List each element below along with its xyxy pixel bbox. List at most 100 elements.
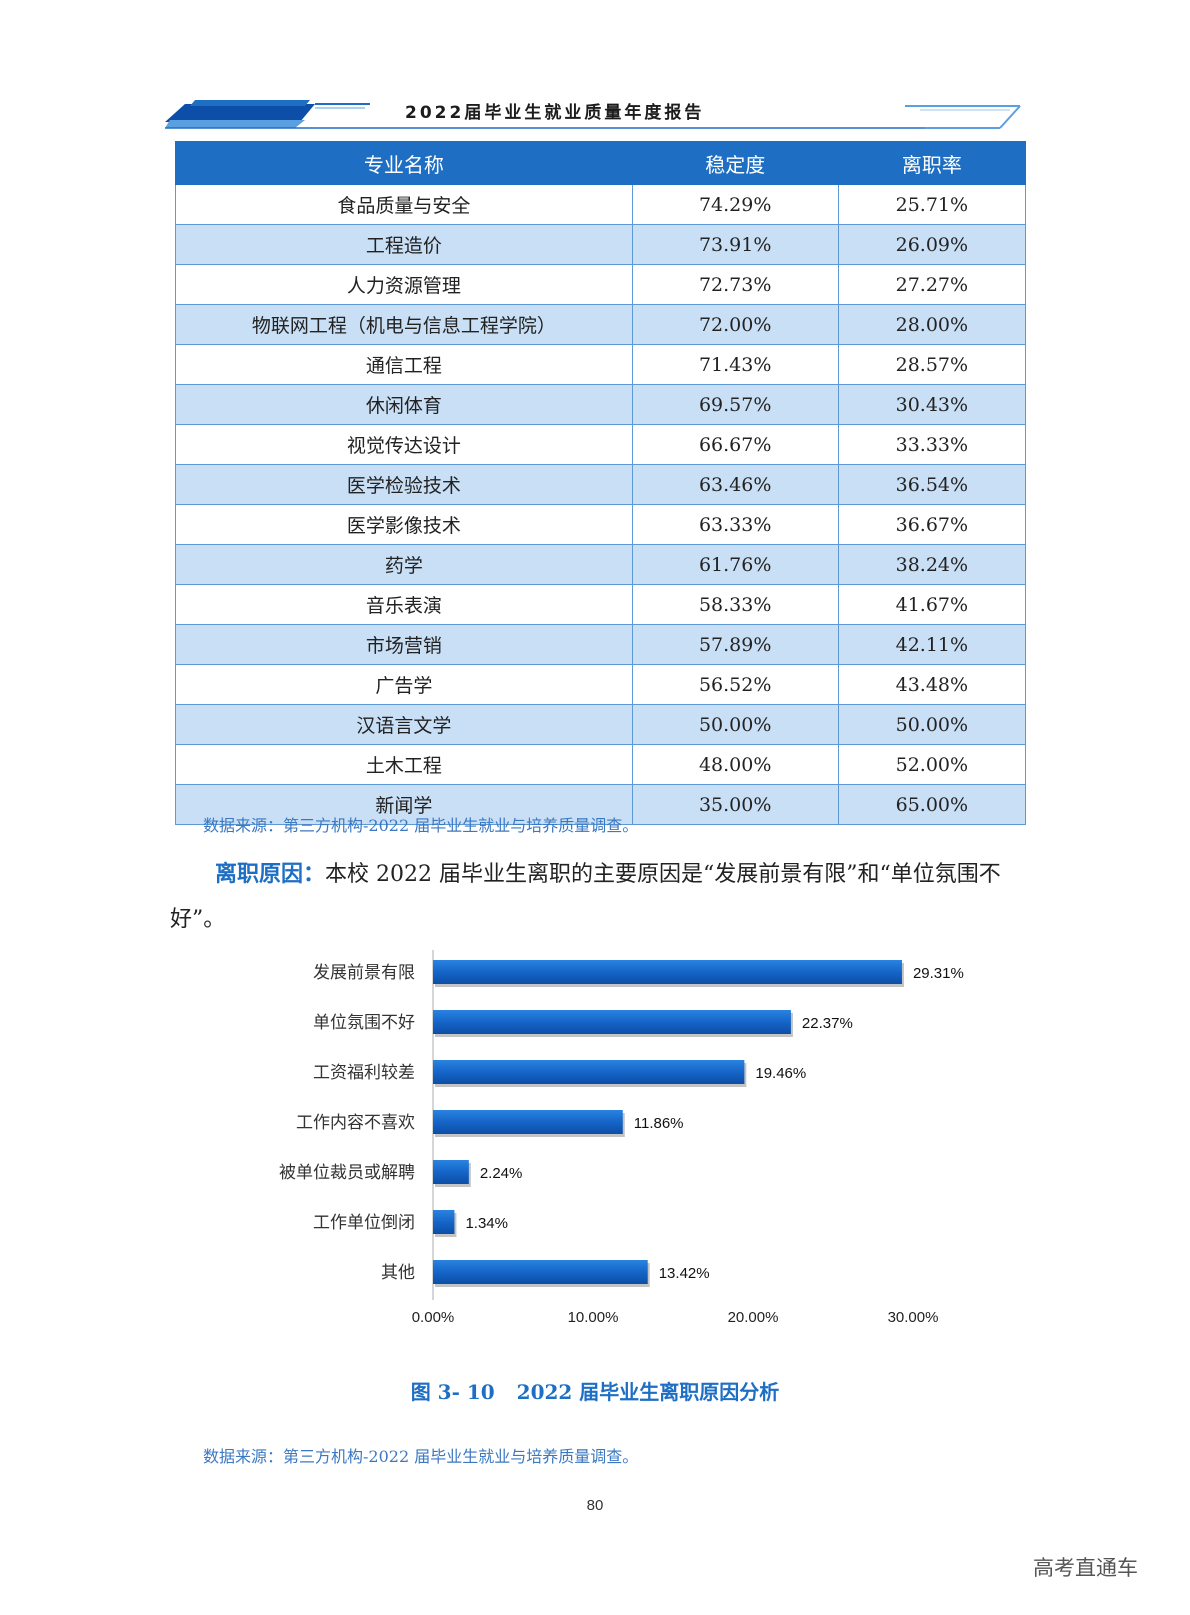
cell-major: 土木工程 <box>175 744 633 785</box>
major-stability-table: 专业名称 稳定度 离职率 食品质量与安全 74.29% 25.71% 工程造价 73.9… <box>175 141 1027 825</box>
table-row: 食品质量与安全 74.29% 25.71% <box>175 184 1027 225</box>
cell-turnover: 41.67% <box>837 584 1027 625</box>
header-title: 2022届毕业生就业质量年度报告 <box>405 103 705 123</box>
table-row: 工程造价 73.91% 26.09% <box>175 224 1027 265</box>
cell-stability: 73.91% <box>631 224 839 265</box>
cell-stability: 63.33% <box>631 504 839 545</box>
x-tick-label: 20.00% <box>728 1309 779 1326</box>
cell-stability: 69.57% <box>631 384 839 425</box>
data-label: 1.34% <box>465 1215 508 1232</box>
cell-major: 人力资源管理 <box>175 264 633 305</box>
cell-major: 医学影像技术 <box>175 504 633 545</box>
cell-major: 食品质量与安全 <box>175 184 633 225</box>
cell-major: 工程造价 <box>175 224 633 265</box>
table-row: 汉语言文学 50.00% 50.00% <box>175 704 1027 745</box>
table-body: 食品质量与安全 74.29% 25.71% 工程造价 73.91% 26.09% 人力资源管… <box>175 184 1027 825</box>
cell-stability: 56.52% <box>631 664 839 705</box>
cell-stability: 72.00% <box>631 304 839 345</box>
cell-major: 药学 <box>175 544 633 585</box>
cell-turnover: 43.48% <box>837 664 1027 705</box>
cell-major: 音乐表演 <box>175 584 633 625</box>
cell-turnover: 38.24% <box>837 544 1027 585</box>
column-header-turnover: 离职率 <box>837 141 1027 185</box>
cell-stability: 63.46% <box>631 464 839 505</box>
bar <box>433 1060 745 1084</box>
cell-turnover: 26.09% <box>837 224 1027 265</box>
table-row: 土木工程 48.00% 52.00% <box>175 744 1027 785</box>
cell-turnover: 36.67% <box>837 504 1027 545</box>
column-header-major: 专业名称 <box>175 141 633 185</box>
bar <box>433 1010 791 1034</box>
table-row: 物联网工程（机电与信息工程学院） 72.00% 28.00% <box>175 304 1027 345</box>
page-number: 80 <box>586 1497 604 1514</box>
body-paragraph: 离职原因：本校 2022 届毕业生离职的主要原因是“发展前景有限”和“单位氛围不… <box>170 852 1030 942</box>
x-tick-label: 30.00% <box>888 1309 939 1326</box>
bar <box>433 1110 623 1134</box>
cell-stability: 35.00% <box>631 784 839 825</box>
table-row: 休闲体育 69.57% 30.43% <box>175 384 1027 425</box>
cell-major: 休闲体育 <box>175 384 633 425</box>
data-label: 11.86% <box>634 1115 684 1132</box>
table-row: 视觉传达设计 66.67% 33.33% <box>175 424 1027 465</box>
cell-turnover: 52.00% <box>837 744 1027 785</box>
x-tick-label: 0.00% <box>412 1309 455 1326</box>
table-row: 通信工程 71.43% 28.57% <box>175 344 1027 385</box>
table-header-row: 专业名称 稳定度 离职率 <box>175 141 1027 185</box>
category-label: 单位氛围不好 <box>313 1013 415 1033</box>
cell-turnover: 42.11% <box>837 624 1027 665</box>
cell-turnover: 28.00% <box>837 304 1027 345</box>
category-label: 工作单位倒闭 <box>313 1213 415 1233</box>
cell-stability: 48.00% <box>631 744 839 785</box>
table-row: 药学 61.76% 38.24% <box>175 544 1027 585</box>
cell-turnover: 50.00% <box>837 704 1027 745</box>
bar <box>433 1160 469 1184</box>
cell-stability: 58.33% <box>631 584 839 625</box>
cell-turnover: 25.71% <box>837 184 1027 225</box>
cell-stability: 71.43% <box>631 344 839 385</box>
cell-stability: 61.76% <box>631 544 839 585</box>
cell-major: 视觉传达设计 <box>175 424 633 465</box>
paragraph-text: 本校 2022 届毕业生离职的主要原因是“发展前景有限”和“单位氛围不好”。 <box>170 862 1001 932</box>
figure-number: 图 3- 10 <box>410 1380 495 1404</box>
resignation-reasons-chart: 发展前景有限 29.31% 单位氛围不好 22.37% 工资福利较差 19.46% 工作内容… <box>279 950 964 1326</box>
cell-stability: 50.00% <box>631 704 839 745</box>
paragraph-lead: 离职原因： <box>215 861 326 887</box>
data-label: 19.46% <box>755 1065 806 1082</box>
table-row: 市场营销 57.89% 42.11% <box>175 624 1027 665</box>
table-row: 新闻学 35.00% 65.00% <box>175 784 1027 825</box>
cell-turnover: 28.57% <box>837 344 1027 385</box>
bar <box>433 1210 455 1234</box>
bar <box>433 1260 648 1284</box>
cell-stability: 74.29% <box>631 184 839 225</box>
cell-turnover: 33.33% <box>837 424 1027 465</box>
cell-major: 广告学 <box>175 664 633 705</box>
cell-major: 汉语言文学 <box>175 704 633 745</box>
cell-turnover: 27.27% <box>837 264 1027 305</box>
cell-turnover: 30.43% <box>837 384 1027 425</box>
watermark: 高考直通车 <box>1033 1556 1138 1580</box>
table-row: 广告学 56.52% 43.48% <box>175 664 1027 705</box>
cell-turnover: 65.00% <box>837 784 1027 825</box>
figure-caption: 图 3- 10 2022 届毕业生离职原因分析 <box>0 1376 1190 1405</box>
table-row: 人力资源管理 72.73% 27.27% <box>175 264 1027 305</box>
category-label: 其他 <box>381 1263 415 1283</box>
cell-major: 通信工程 <box>175 344 633 385</box>
cell-major: 医学检验技术 <box>175 464 633 505</box>
cell-major: 物联网工程（机电与信息工程学院） <box>175 304 633 345</box>
table-row: 音乐表演 58.33% 41.67% <box>175 584 1027 625</box>
figure-title: 2022 届毕业生离职原因分析 <box>516 1380 780 1404</box>
table-row: 医学检验技术 63.46% 36.54% <box>175 464 1027 505</box>
column-header-stability: 稳定度 <box>631 141 839 185</box>
figure-source-note: 数据来源：第三方机构-2022 届毕业生就业与培养质量调查。 <box>203 1447 639 1466</box>
category-label: 被单位裁员或解聘 <box>279 1163 415 1183</box>
data-label: 29.31% <box>913 965 964 982</box>
data-label: 2.24% <box>480 1165 523 1182</box>
cell-turnover: 36.54% <box>837 464 1027 505</box>
table-source-note: 数据来源：第三方机构-2022 届毕业生就业与培养质量调查。 <box>203 816 639 835</box>
header-banner <box>165 100 1021 129</box>
category-label: 工资福利较差 <box>313 1063 415 1083</box>
bar <box>433 960 902 984</box>
data-label: 13.42% <box>659 1265 710 1282</box>
data-label: 22.37% <box>802 1015 853 1032</box>
cell-stability: 66.67% <box>631 424 839 465</box>
